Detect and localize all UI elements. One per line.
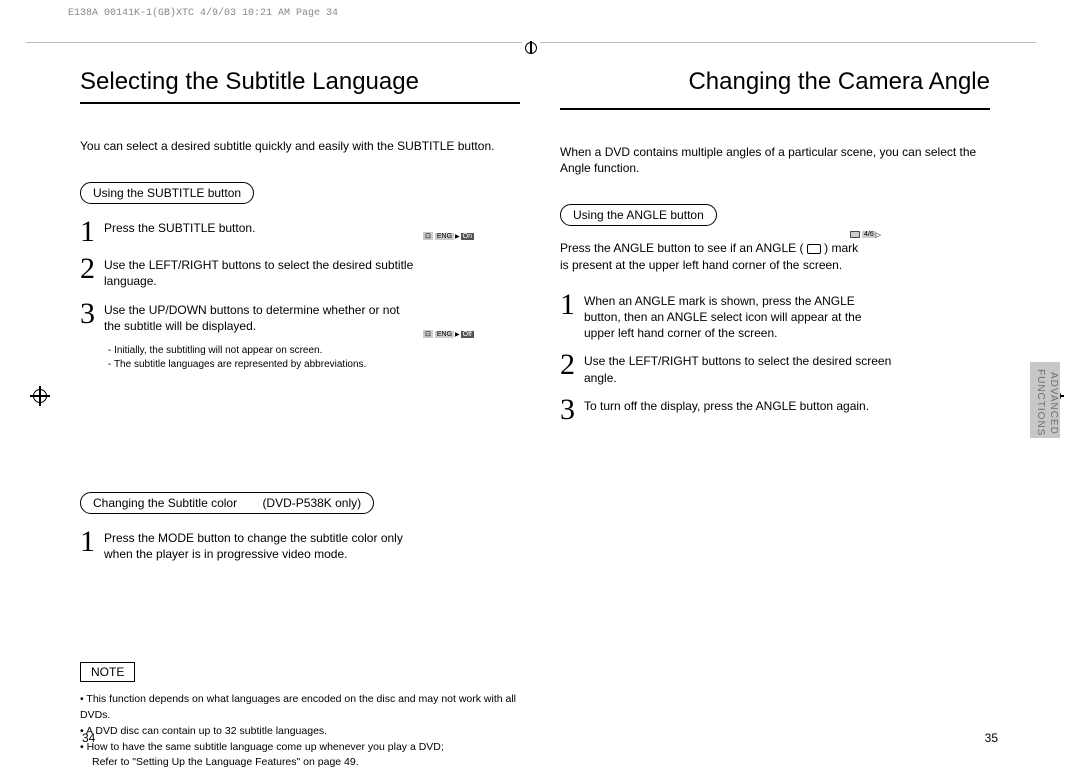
step-text: Use the LEFT/RIGHT buttons to select the… (104, 255, 414, 289)
side-tab-line2: FUNCTIONS (1035, 369, 1046, 436)
pill-extra-text: (DVD-P538K only) (262, 496, 361, 510)
angle-pretext: Press the ANGLE button to see if an ANGL… (560, 240, 860, 272)
step-text: To turn off the display, press the ANGLE… (584, 396, 894, 414)
step-number: 3 (80, 300, 104, 327)
sub-note-line: The subtitle languages are represented b… (108, 358, 520, 372)
note-line: A DVD disc can contain up to 32 subtitle… (80, 724, 520, 740)
sub-notes: Initially, the subtitling will not appea… (108, 344, 520, 372)
angle-step-2: 2 Use the LEFT/RIGHT buttons to select t… (560, 351, 1000, 385)
intro-left: You can select a desired subtitle quickl… (80, 138, 520, 154)
page-title-left: Selecting the Subtitle Language (80, 68, 520, 104)
camera-icon (850, 231, 860, 238)
note-line: How to have the same subtitle language c… (80, 740, 520, 756)
page-title-right: Changing the Camera Angle (560, 68, 990, 102)
step-text: When an ANGLE mark is shown, press the A… (584, 291, 894, 342)
angle-step-3: 3 To turn off the display, press the ANG… (560, 396, 1000, 423)
step-text: Use the LEFT/RIGHT buttons to select the… (584, 351, 894, 385)
notes-block: This function depends on what languages … (80, 692, 520, 771)
pill-main-text: Changing the Subtitle color (93, 496, 237, 510)
step-number: 3 (560, 396, 584, 423)
osd-subtitle-on: ⊡ENG▶︎On (422, 232, 475, 240)
crop-header-text: E138A 00141K-1(GB)XTC 4/9/03 10:21 AM Pa… (68, 8, 338, 19)
step-text: Press the SUBTITLE button. (104, 218, 414, 236)
step-number: 2 (80, 255, 104, 282)
pill-subtitle-button: Using the SUBTITLE button (80, 182, 254, 204)
intro-right: When a DVD contains multiple angles of a… (560, 144, 1000, 176)
step-text: Use the UP/DOWN buttons to determine whe… (104, 300, 414, 334)
sub-note-line: Initially, the subtitling will not appea… (108, 344, 520, 358)
step-number: 1 (80, 218, 104, 245)
note-sub-line: Refer to "Setting Up the Language Featur… (92, 755, 520, 771)
page-number-left: 34 (82, 731, 95, 745)
osd-angle-indicator: 4/6▷ (850, 230, 881, 239)
step-color-1: 1 Press the MODE button to change the su… (80, 528, 520, 562)
trim-rule-left (26, 42, 522, 43)
note-line: This function depends on what languages … (80, 692, 520, 724)
angle-step-1: 1 When an ANGLE mark is shown, press the… (560, 291, 1000, 342)
registration-mark-left (30, 386, 50, 406)
trim-rule-right (540, 42, 1036, 43)
side-tab-line1: ADVANCED (1048, 372, 1059, 435)
pill-angle-button: Using the ANGLE button (560, 204, 717, 226)
angle-osd-label: 4/6 (862, 231, 876, 238)
osd-subtitle-off: ⊡ENG▶︎Off (422, 330, 475, 338)
step-3: 3 Use the UP/DOWN buttons to determine w… (80, 300, 520, 334)
page-left: Selecting the Subtitle Language You can … (80, 68, 520, 771)
camera-icon (807, 244, 821, 254)
pill-subtitle-color: Changing the Subtitle color (DVD-P538K o… (80, 492, 374, 514)
step-number: 1 (560, 291, 584, 318)
step-number: 2 (560, 351, 584, 378)
side-tab-advanced-functions: ADVANCED FUNCTIONS (1030, 362, 1060, 438)
step-text: Press the MODE button to change the subt… (104, 528, 414, 562)
page-right: Changing the Camera Angle When a DVD con… (560, 68, 1000, 433)
crop-circle (525, 42, 537, 54)
step-number: 1 (80, 528, 104, 555)
step-2: 2 Use the LEFT/RIGHT buttons to select t… (80, 255, 520, 289)
page-number-right: 35 (985, 731, 998, 745)
note-label: NOTE (80, 662, 135, 682)
